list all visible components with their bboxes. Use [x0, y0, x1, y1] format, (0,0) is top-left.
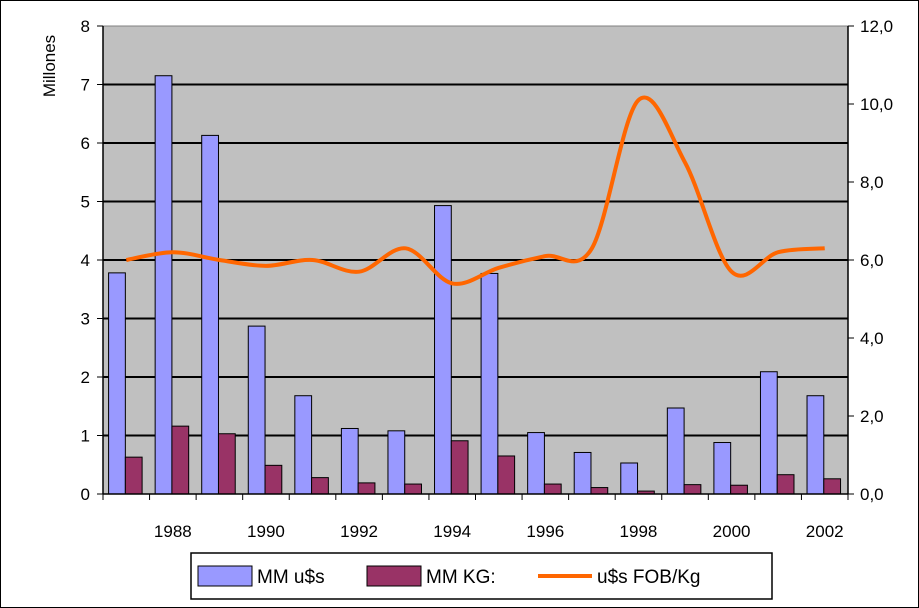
- bar-mm-kg: [683, 484, 702, 495]
- bar-mm-kg: [171, 425, 190, 495]
- bar-mm-usd: [247, 325, 266, 495]
- x-tick-label: 2000: [713, 522, 751, 541]
- y2-tick-label: 4,0: [860, 329, 884, 348]
- bar-mm-kg: [404, 483, 422, 495]
- bar-mm-usd: [201, 134, 219, 495]
- y-tick-label: 7: [81, 76, 90, 95]
- bar-mm-kg: [730, 484, 748, 495]
- y2-tick-label: 6,0: [860, 251, 884, 270]
- bar-mm-usd: [108, 272, 126, 495]
- y2-tick-label: 0,0: [860, 485, 884, 504]
- legend-box: [190, 552, 773, 600]
- x-tick-label: 1990: [247, 522, 285, 541]
- bar-mm-kg: [590, 487, 609, 495]
- y-tick-label: 2: [81, 368, 90, 387]
- y2-tick-label: 10,0: [860, 95, 893, 114]
- y-tick-label: 1: [81, 427, 90, 446]
- y-tick-label: 5: [81, 193, 90, 212]
- legend-label-usd-fob-kg: u$s FOB/Kg: [597, 567, 701, 588]
- legend-swatch-mm-kg: [366, 565, 422, 587]
- bar-mm-usd: [340, 427, 359, 495]
- bar-mm-kg: [450, 440, 469, 495]
- x-tick-label: 1996: [526, 522, 564, 541]
- line-usd-fob-kg: [125, 95, 825, 286]
- x-tick-label: 1988: [154, 522, 192, 541]
- bar-mm-usd: [387, 430, 406, 495]
- bar-mm-usd: [154, 75, 173, 495]
- bar-mm-usd: [713, 442, 732, 495]
- x-tick-label: 1992: [340, 522, 378, 541]
- y2-tick-label: 12,0: [860, 17, 893, 36]
- y2-tick-label: 2,0: [860, 407, 884, 426]
- y-tick-label: 4: [81, 251, 90, 270]
- x-tick-label: 1998: [620, 522, 658, 541]
- y-tick-label: 0: [81, 485, 90, 504]
- bar-mm-kg: [543, 483, 562, 495]
- y-tick-label: 3: [81, 310, 90, 329]
- legend-label-mm-usd: MM u$s: [257, 567, 325, 588]
- bar-mm-usd: [527, 432, 545, 495]
- bar-mm-usd: [480, 272, 499, 495]
- bar-mm-kg: [497, 455, 516, 495]
- legend-swatch-mm-usd: [197, 565, 253, 587]
- bar-mm-usd: [434, 205, 452, 495]
- bar-mm-kg: [124, 456, 143, 495]
- y-axis-title: Millones: [40, 35, 59, 97]
- bar-mm-usd: [666, 407, 685, 495]
- bar-mm-kg: [217, 433, 236, 495]
- bar-mm-usd: [806, 395, 825, 495]
- bar-mm-usd: [759, 371, 778, 495]
- x-tick-label: 2002: [806, 522, 844, 541]
- y-tick-label: 6: [81, 134, 90, 153]
- bar-mm-kg: [311, 477, 329, 495]
- bar-mm-kg: [776, 474, 795, 495]
- bar-mm-kg: [357, 482, 376, 495]
- y2-tick-label: 8,0: [860, 173, 884, 192]
- bar-mm-usd: [573, 451, 592, 495]
- x-tick-label: 1994: [433, 522, 471, 541]
- bar-mm-kg: [823, 478, 842, 495]
- bar-mm-kg: [264, 464, 283, 495]
- bar-mm-usd: [294, 395, 313, 495]
- legend-label-mm-kg: MM KG:: [426, 567, 496, 588]
- bar-mm-usd: [620, 462, 639, 495]
- y-tick-label: 8: [81, 17, 90, 36]
